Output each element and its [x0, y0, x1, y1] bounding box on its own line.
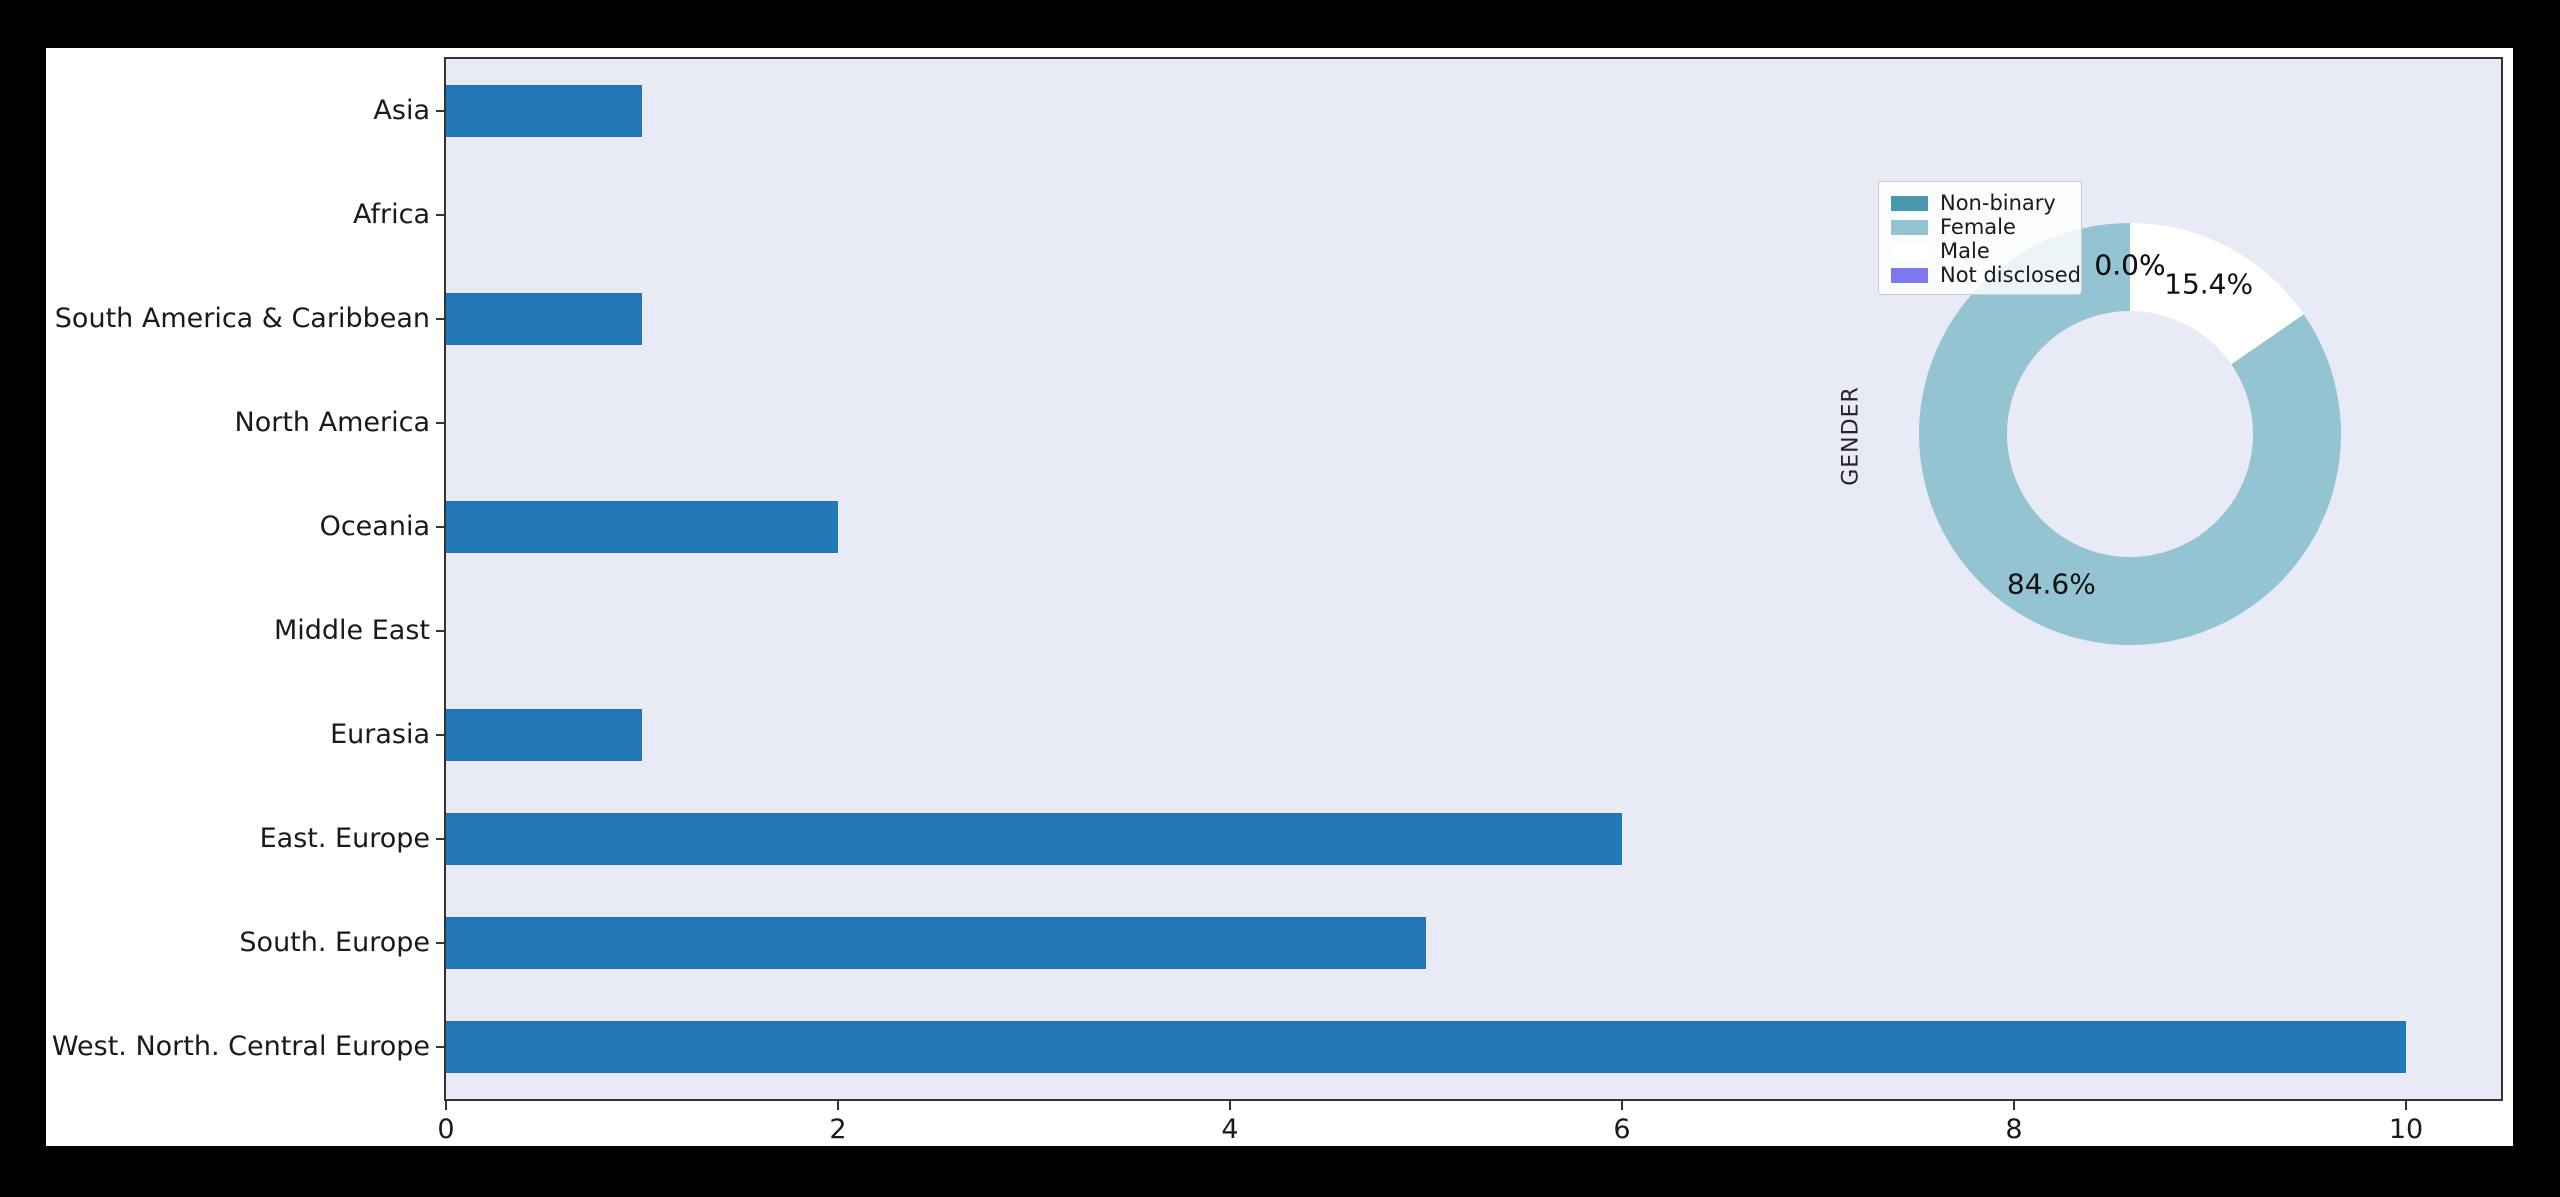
- y-tick-mark: [436, 526, 444, 528]
- x-tick-mark: [2405, 1101, 2407, 1110]
- donut-slice-male: [2130, 223, 2304, 365]
- donut-chart: [1919, 223, 2342, 645]
- legend-item-male: Male: [1891, 239, 2069, 263]
- donut-legend: Non-binary Female Male Not disclosed: [1878, 181, 2082, 295]
- y-tick-mark: [436, 422, 444, 424]
- bar-west-north-central-europe: [446, 1021, 2406, 1073]
- legend-item-label: Not disclosed: [1940, 263, 2081, 287]
- y-tick-label: South America & Caribbean: [54, 303, 430, 334]
- donut-pct-label: 15.4%: [2164, 267, 2254, 301]
- y-tick-mark: [436, 318, 444, 320]
- legend-item-non-binary: Non-binary: [1891, 191, 2069, 215]
- x-tick-label: 4: [1221, 1114, 1239, 1145]
- y-tick-label: Oceania: [319, 511, 430, 542]
- legend-item-label: Male: [1940, 239, 1990, 263]
- x-tick-mark: [837, 1101, 839, 1110]
- y-tick-label: South. Europe: [239, 927, 430, 958]
- bar-east-europe: [446, 813, 1622, 865]
- legend-swatch-icon: [1891, 243, 1928, 259]
- x-tick-mark: [1621, 1101, 1623, 1110]
- plot-spine-top: [444, 57, 2503, 59]
- bar-asia: [446, 85, 642, 137]
- y-tick-mark: [436, 734, 444, 736]
- x-tick-label: 6: [1613, 1114, 1631, 1145]
- legend-swatch-icon: [1891, 219, 1928, 235]
- legend-swatch-icon: [1891, 195, 1928, 211]
- plot-spine-bottom: [444, 1099, 2503, 1101]
- donut-pct-label: 0.0%: [2094, 248, 2166, 282]
- y-tick-mark: [436, 214, 444, 216]
- x-tick-label: 10: [2388, 1114, 2424, 1145]
- x-tick-mark: [1229, 1101, 1231, 1110]
- y-tick-mark: [436, 1046, 444, 1048]
- plot-spine-left: [444, 57, 446, 1101]
- bar-south-europe: [446, 917, 1426, 969]
- x-tick-label: 8: [2005, 1114, 2023, 1145]
- bar-oceania: [446, 501, 838, 553]
- bar-eurasia: [446, 709, 642, 761]
- y-tick-label: North America: [234, 407, 430, 438]
- y-tick-label: West. North. Central Europe: [51, 1031, 430, 1062]
- legend-swatch-icon: [1891, 267, 1928, 283]
- legend-item-female: Female: [1891, 215, 2069, 239]
- x-tick-label: 2: [829, 1114, 847, 1145]
- y-tick-label: Middle East: [273, 615, 430, 646]
- donut-pct-label: 0.0%: [2094, 248, 2166, 282]
- y-tick-mark: [436, 630, 444, 632]
- bar-south-america-caribbean: [446, 293, 642, 345]
- donut-slice-female: [1919, 223, 2342, 645]
- y-tick-label: East. Europe: [259, 823, 430, 854]
- gender-axis-label: GENDER: [1838, 386, 1864, 486]
- donut-pct-label: 84.6%: [2006, 567, 2096, 601]
- x-tick-label: 0: [437, 1114, 455, 1145]
- y-tick-label: Eurasia: [330, 719, 430, 750]
- y-tick-mark: [436, 110, 444, 112]
- x-tick-mark: [445, 1101, 447, 1110]
- y-tick-mark: [436, 838, 444, 840]
- legend-item-not-disclosed: Not disclosed: [1891, 263, 2081, 287]
- y-tick-label: Africa: [352, 199, 430, 230]
- x-tick-mark: [2013, 1101, 2015, 1110]
- legend-item-label: Female: [1940, 215, 2016, 239]
- legend-item-label: Non-binary: [1940, 191, 2056, 215]
- plot-spine-right: [2501, 57, 2503, 1101]
- y-tick-label: Asia: [373, 95, 430, 126]
- y-tick-mark: [436, 942, 444, 944]
